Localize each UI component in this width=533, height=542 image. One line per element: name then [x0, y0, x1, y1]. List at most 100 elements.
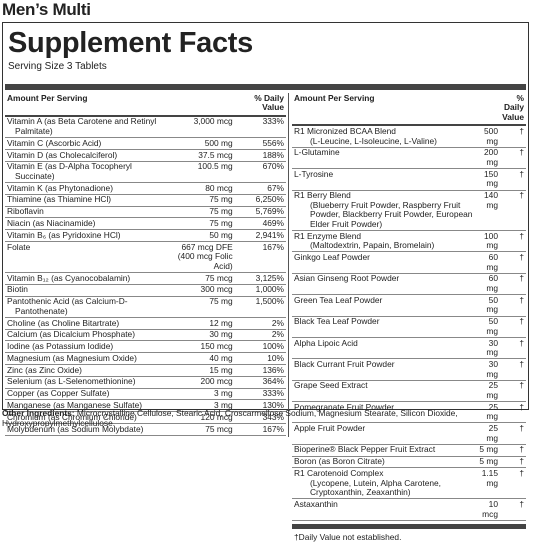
name: Iodine (as Potassium Iodide) [7, 341, 114, 352]
amount-value: 30 mg [209, 329, 233, 340]
other-ingredients: Other Ingredients: Microcrystalline Cell… [2, 408, 530, 428]
nutrient-row: L-Tyrosine 150 mg † [292, 168, 526, 191]
amount: 200 mg [475, 147, 500, 170]
nutrient-row: Ginkgo Leaf Powder 60 mg † [292, 251, 526, 274]
daily-value: 1,000% [234, 284, 286, 297]
nutrient-name: R1 Carotenoid Complex (Lycopene, Lutein, … [292, 467, 476, 500]
nutrient-row: Iodine (as Potassium Iodide) 150 mcg 100% [5, 340, 286, 354]
nutrient-name: Asian Ginseng Root Powder [292, 273, 476, 296]
amount: 80 mcg [169, 182, 235, 195]
daily-value: † [500, 230, 526, 253]
name: Vitamin C (Ascorbic Acid) [7, 137, 102, 148]
name: Vitamin B₆ (as Pyridoxine HCl) [7, 229, 121, 240]
name: Vitamin K (as Phytonadione) [7, 182, 113, 193]
nutrient-row: Copper (as Copper Sulfate) 3 mg 333% [5, 388, 286, 401]
amount: 15 mg [169, 364, 235, 377]
serving-size: Serving Size 3 Tablets [8, 61, 107, 72]
name: Zinc (as Zinc Oxide) [7, 364, 82, 375]
amount-value: 300 mcg [200, 284, 233, 295]
amount: 140 mg [475, 190, 500, 232]
nutrient-name: Niacin (as Niacinamide) [5, 217, 170, 231]
nutrient-row: Calcium (as Dicalcium Phosphate) 30 mg 2% [5, 329, 286, 342]
nutrient-row: Bioperine® Black Pepper Fruit Extract 5 m… [292, 444, 526, 457]
amount: 667 mcg DFE (400 mcg Folic Acid) [169, 241, 235, 273]
header-row: Amount Per Serving% Daily Value [5, 93, 286, 117]
daily-value: 67% [234, 182, 286, 195]
name: Vitamin A (as Beta Carotene and Retinyl … [7, 116, 157, 136]
amount: 75 mg [169, 206, 235, 219]
amount-value: 1.15 mg [481, 467, 498, 488]
name: Magnesium (as Magnesium Oxide) [7, 352, 137, 363]
dv-header: % Daily Value [500, 93, 526, 127]
amount-value: 25 mg [486, 401, 498, 422]
daily-value: † [500, 498, 526, 521]
amount-value: 200 mg [484, 147, 498, 167]
nutrient-row: Black Currant Fruit Powder 30 mg † [292, 358, 526, 381]
name: Ginkgo Leaf Powder [294, 252, 370, 263]
amount-value: 75 mg [209, 218, 233, 229]
amount: 75 mcg [169, 423, 235, 436]
amount: 200 mcg [169, 376, 235, 389]
amount: 60 mg [475, 251, 500, 274]
amount: 50 mg [475, 316, 500, 338]
nutrient-row: Vitamin C (Ascorbic Acid) 500 mg 556% [5, 137, 286, 150]
amount-value: 30 mg [486, 337, 498, 358]
nutrient-row: R1 Micronized BCAA Blend (L-Leucine, L-Is… [292, 125, 526, 148]
amount-value: 60 mg [486, 273, 498, 293]
amount-value: 5 mg [479, 444, 498, 455]
amount: 60 mg [475, 273, 500, 296]
name: Black Currant Fruit Powder [294, 358, 395, 369]
amount-value: 200 mcg [200, 376, 233, 387]
amount: 75 mg [169, 194, 235, 207]
nutrient-row: Vitamin K (as Phytonadione) 80 mcg 67% [5, 182, 286, 195]
detail: (L-Leucine, L-Isoleucine, L-Valine) [310, 135, 437, 146]
name: Asian Ginseng Root Powder [294, 273, 400, 284]
name: R1 Berry Blend [294, 190, 351, 201]
name: Thiamine (as Thiamine HCl) [7, 194, 112, 205]
daily-value: 100% [234, 340, 286, 354]
daily-value: † [500, 422, 526, 445]
detail: (Maltodextrin, Papain, Bromelain) [310, 240, 435, 251]
nutrient-name: Vitamin K (as Phytonadione) [5, 182, 170, 195]
amount-value: 30 mg [486, 358, 498, 379]
detail: (Lycopene, Lutein, Alpha Carotene, Crypt… [310, 477, 441, 498]
amount-detail: (400 mcg Folic Acid) [177, 251, 233, 271]
nutrient-name: Ginkgo Leaf Powder [292, 251, 476, 274]
amount: 30 mg [475, 358, 500, 381]
name: Manganese (as Manganese Sulfate) [7, 399, 143, 410]
name: L-Tyrosine [294, 168, 334, 179]
amount: 100 mg [475, 230, 500, 253]
amount-value: 25 mg [486, 423, 498, 443]
nutrient-row: Niacin (as Niacinamide) 75 mg 469% [5, 217, 286, 231]
amount: 10 mcg [475, 498, 500, 521]
name: Alpha Lipoic Acid [294, 337, 358, 348]
daily-value: 333% [234, 388, 286, 401]
amount: 12 mg [169, 317, 235, 330]
nutrient-row: Manganese (as Manganese Sulfate) 3 mg 130% [5, 399, 286, 413]
nutrient-name: Pantothenic Acid (as Calcium-D-Pantothen… [5, 296, 170, 318]
daily-value: † [500, 358, 526, 381]
amount: 500 mg [475, 125, 500, 148]
nutrient-name: R1 Berry Blend (Blueberry Fruit Powder, R… [292, 190, 476, 232]
daily-value: 343% [234, 411, 286, 424]
name: Selenium (as L-Selenomethionine) [7, 376, 136, 387]
nutrient-row: Boron (as Boron Citrate) 5 mg † [292, 456, 526, 469]
amount-value: 40 mg [209, 352, 233, 363]
name: Pomegranate Fruit Powder [294, 401, 395, 412]
daily-value: 556% [234, 137, 286, 150]
amount-value: 100.5 mg [197, 161, 233, 172]
daily-value: 670% [234, 161, 286, 184]
daily-value: † [500, 467, 526, 500]
amount-value: 10 mcg [482, 498, 498, 519]
nutrient-name: Apple Fruit Powder [292, 422, 476, 445]
right-column: Amount Per Serving% Daily Value R1 Micron… [292, 93, 526, 521]
nutrient-row: Zinc (as Zinc Oxide) 15 mg 136% [5, 364, 286, 377]
daily-value: 136% [234, 364, 286, 377]
nutrient-row: Astaxanthin 10 mcg † [292, 498, 526, 521]
daily-value: 2% [234, 329, 286, 342]
amount: 50 mg [169, 229, 235, 242]
amount: 120 mcg [169, 411, 235, 424]
nutrient-name: L-Glutamine [292, 147, 476, 170]
nutrient-name: Choline (as Choline Bitartrate) [5, 317, 170, 330]
